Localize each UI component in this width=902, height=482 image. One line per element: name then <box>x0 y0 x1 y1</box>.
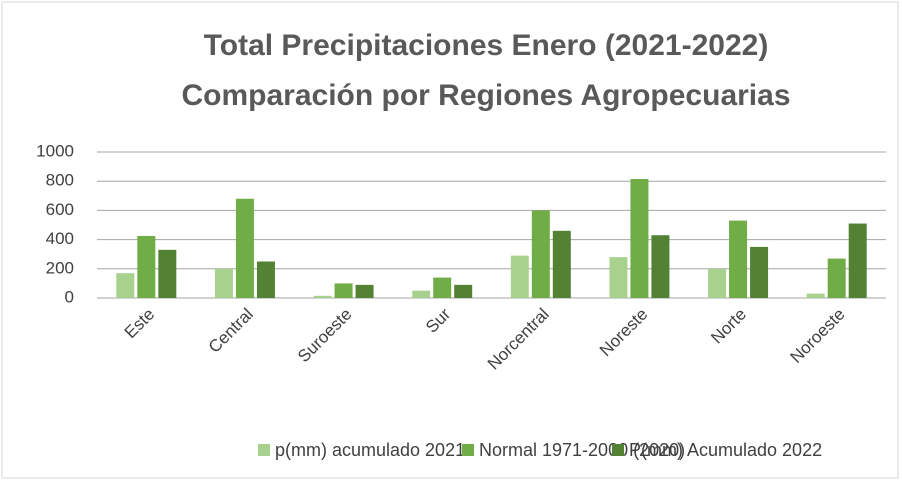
y-tick-label: 600 <box>46 200 74 219</box>
legend-label: P(mm) Acumulado 2022 <box>629 440 822 460</box>
x-tick-label: Sur <box>422 304 454 336</box>
x-tick-label: Suroeste <box>294 305 356 367</box>
bar <box>708 268 727 298</box>
y-tick-label: 200 <box>46 258 74 277</box>
legend-swatch <box>462 444 474 456</box>
chart-subtitle: Comparación por Regiones Agropecuarias <box>181 79 790 112</box>
legend-swatch <box>258 444 270 456</box>
bar <box>116 273 135 298</box>
y-tick-label: 800 <box>46 171 74 190</box>
x-tick-label: Noreste <box>596 305 652 361</box>
bar <box>651 235 670 298</box>
y-tick-label: 400 <box>46 229 74 248</box>
legend-label: p(mm) acumulado 2021 <box>275 440 465 460</box>
legend-label: Normal 1971-2000 (2020) <box>479 440 685 460</box>
bar <box>750 246 769 298</box>
chart-title: Total Precipitaciones Enero (2021-2022) <box>204 29 769 62</box>
bar <box>433 277 452 298</box>
bar <box>256 261 275 298</box>
y-tick-label: 0 <box>65 287 74 306</box>
bar <box>235 198 254 298</box>
legend-swatch <box>612 444 624 456</box>
bar <box>137 235 156 298</box>
x-tick-label: Noroeste <box>786 305 848 367</box>
bar <box>510 255 529 298</box>
bar <box>609 257 628 298</box>
bar <box>531 210 550 298</box>
bar <box>355 284 374 298</box>
bar <box>552 230 571 298</box>
bar <box>313 295 332 298</box>
bar <box>334 283 353 298</box>
x-tick-label: Este <box>121 305 158 342</box>
bar <box>454 284 473 298</box>
bar <box>848 223 867 298</box>
bar <box>630 179 649 298</box>
bar <box>806 293 825 298</box>
x-tick-label: Norcentral <box>484 305 553 374</box>
bar <box>827 258 846 298</box>
x-tick-label: Central <box>205 305 257 357</box>
bar <box>729 220 748 298</box>
bar <box>214 268 233 298</box>
bar <box>158 249 177 298</box>
x-tick-label: Norte <box>707 305 750 348</box>
y-tick-label: 1000 <box>36 141 74 160</box>
bar <box>412 290 431 298</box>
